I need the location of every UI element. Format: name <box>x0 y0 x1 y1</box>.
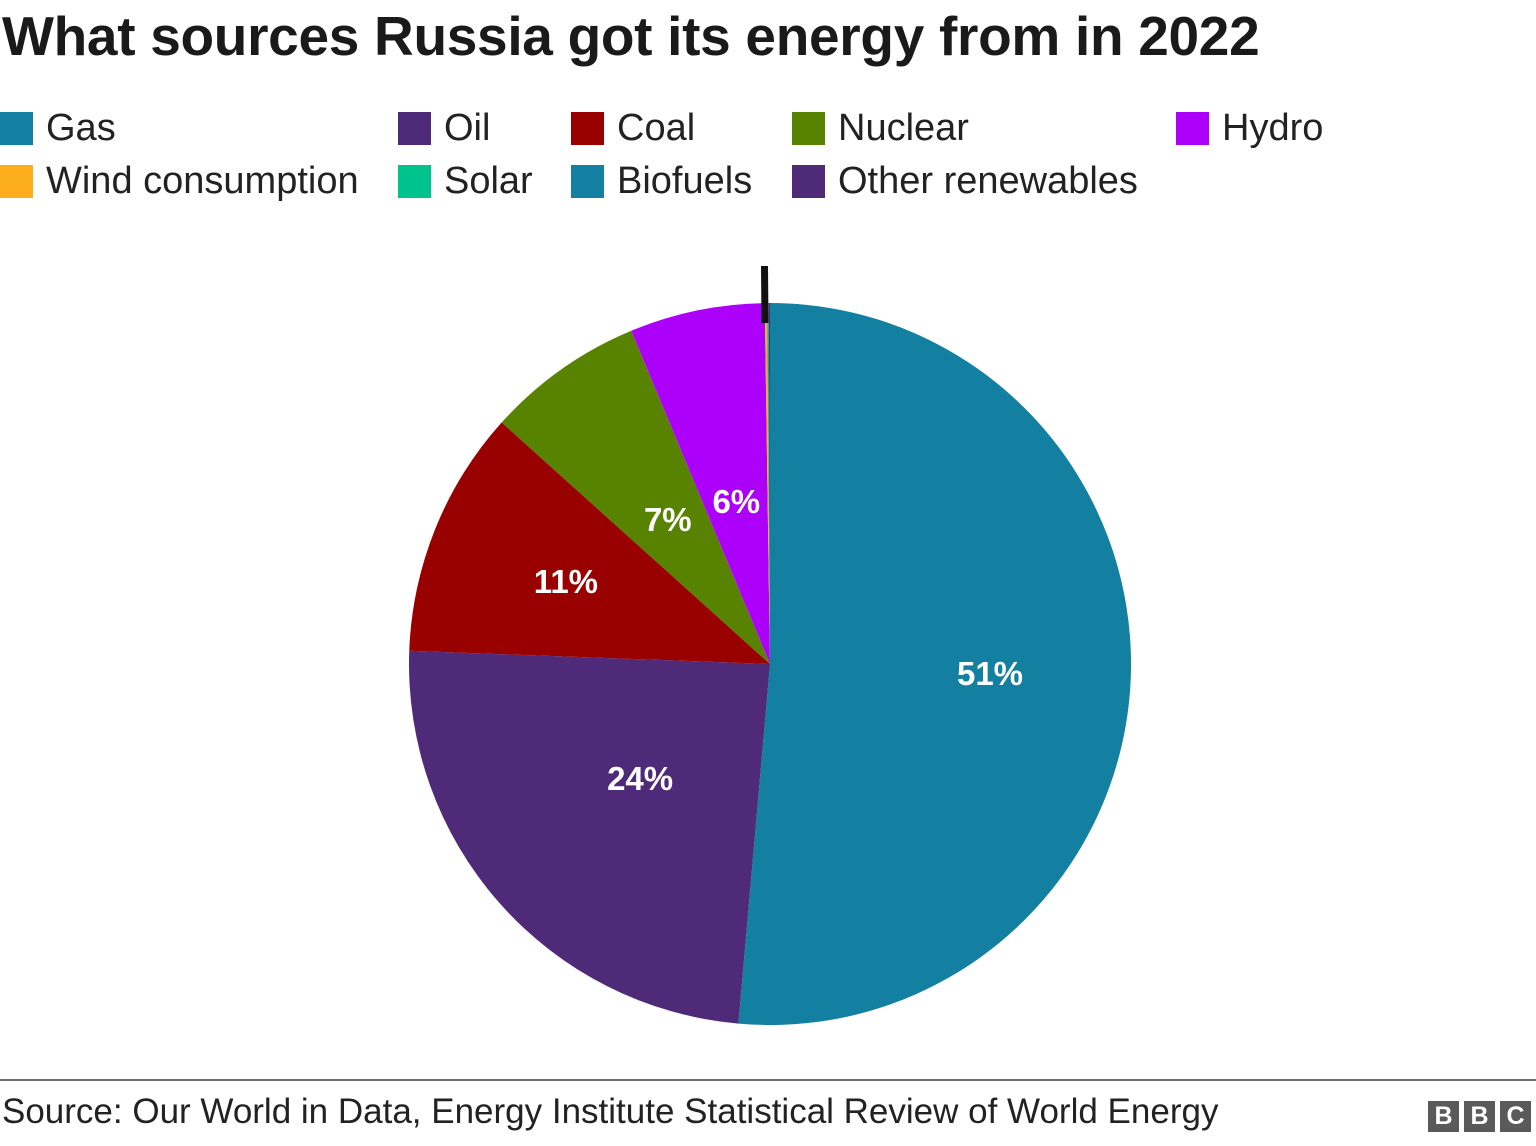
slice-label-nuclear: 7% <box>644 501 692 538</box>
bbc-logo: B B C <box>1428 1101 1531 1132</box>
legend-label: Hydro <box>1222 106 1324 149</box>
legend-swatch <box>398 111 431 145</box>
slice-label-gas: 51% <box>957 655 1023 692</box>
pie-slice-nuclear <box>501 330 770 664</box>
pie-labels: 51% 24% 11% 7% 6% <box>534 265 1023 797</box>
logo-block: B <box>1428 1101 1459 1132</box>
pie-slice-oil <box>408 650 770 1024</box>
legend-label: Coal <box>617 106 696 149</box>
legend-label: Biofuels <box>617 159 753 202</box>
legend-label: Wind consumption <box>46 159 359 202</box>
legend-label: Nuclear <box>838 106 969 149</box>
legend-swatch <box>792 111 825 145</box>
legend-item-wind-consumption: Wind consumption <box>0 159 359 202</box>
pie-slice-solar <box>767 303 770 664</box>
legend-item-nuclear: Nuclear <box>792 106 969 149</box>
legend-label: Other renewables <box>838 159 1138 202</box>
slice-label-oil: 24% <box>607 760 673 797</box>
legend-swatch <box>792 164 825 198</box>
source-note: Source: Our World in Data, Energy Instit… <box>2 1092 1219 1131</box>
pie-slice-gas <box>738 303 1132 1025</box>
chart-legend: Gas Oil Coal Nuclear Hydro Wind consumpt… <box>0 0 1536 220</box>
legend-swatch <box>398 164 431 198</box>
legend-swatch <box>1176 111 1209 145</box>
legend-swatch <box>571 111 604 145</box>
pie-slices <box>408 302 1132 1025</box>
footer-divider <box>0 1079 1536 1081</box>
pie-slice-coal <box>409 422 770 664</box>
pie-slice-biofuels <box>768 302 770 664</box>
logo-block: C <box>1500 1101 1531 1132</box>
legend-item-gas: Gas <box>0 106 116 149</box>
legend-swatch <box>0 164 33 198</box>
legend-item-biofuels: Biofuels <box>571 159 753 202</box>
legend-item-other-renewables: Other renewables <box>792 159 1138 202</box>
pie-slice-wind-consumption <box>764 303 770 664</box>
legend-label: Gas <box>46 106 116 149</box>
pie-slice-hydro <box>631 303 770 664</box>
legend-item-hydro: Hydro <box>1176 106 1324 149</box>
legend-swatch <box>571 164 604 198</box>
legend-swatch <box>0 111 33 145</box>
legend-item-oil: Oil <box>398 106 491 149</box>
small-slices-tick <box>761 265 769 324</box>
logo-block: B <box>1464 1101 1495 1132</box>
slice-label-coal: 11% <box>534 563 598 600</box>
chart-title: What sources Russia got its energy from … <box>2 5 1260 67</box>
legend-label: Solar <box>444 159 533 202</box>
legend-label: Oil <box>444 106 491 149</box>
legend-item-solar: Solar <box>398 159 533 202</box>
slice-label-hydro: 6% <box>712 483 760 520</box>
legend-item-coal: Coal <box>571 106 696 149</box>
pie-slice-other-renewables <box>768 302 770 664</box>
